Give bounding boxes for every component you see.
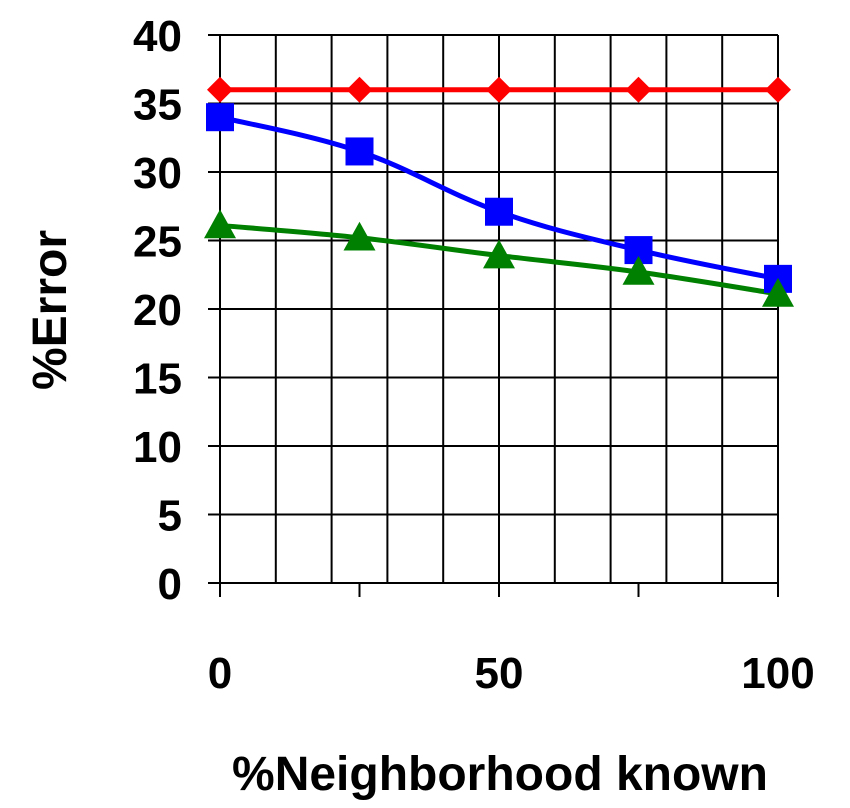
square-marker: [345, 137, 374, 166]
x-tick-label: 0: [208, 649, 232, 698]
y-tick-label: 15: [133, 355, 182, 404]
tick-labels: 0 5 10 15 20 25 30 35 40 0 50 100: [133, 12, 815, 698]
y-tick-label: 25: [133, 218, 182, 267]
grid: [219, 34, 779, 584]
diamond-marker: [207, 76, 233, 103]
diamond-marker: [486, 76, 512, 103]
triangle-marker: [343, 221, 376, 251]
y-tick-label: 20: [133, 286, 182, 335]
x-tick-label: 100: [741, 649, 814, 698]
triangle-marker: [762, 277, 794, 307]
y-tick-label: 5: [158, 492, 182, 541]
y-tick-label: 30: [133, 149, 182, 198]
x-tick-label: 50: [475, 649, 524, 698]
square-marker: [206, 103, 234, 132]
diamond-marker: [625, 76, 652, 103]
square-marker: [485, 197, 513, 226]
y-tick-label: 40: [133, 12, 182, 61]
y-tick-label: 10: [133, 423, 182, 472]
triangle-marker: [622, 256, 655, 285]
axes: [208, 34, 779, 597]
y-tick-label: 0: [158, 560, 182, 609]
diamond-marker: [346, 76, 373, 103]
series-markers: [204, 76, 794, 307]
diamond-marker: [765, 76, 791, 103]
triangle-marker: [483, 239, 515, 269]
x-axis-title: %Neighborhood known: [232, 748, 768, 801]
y-axis-title: %Error: [24, 230, 77, 390]
triangle-marker: [204, 209, 236, 239]
y-tick-label: 35: [133, 81, 182, 130]
